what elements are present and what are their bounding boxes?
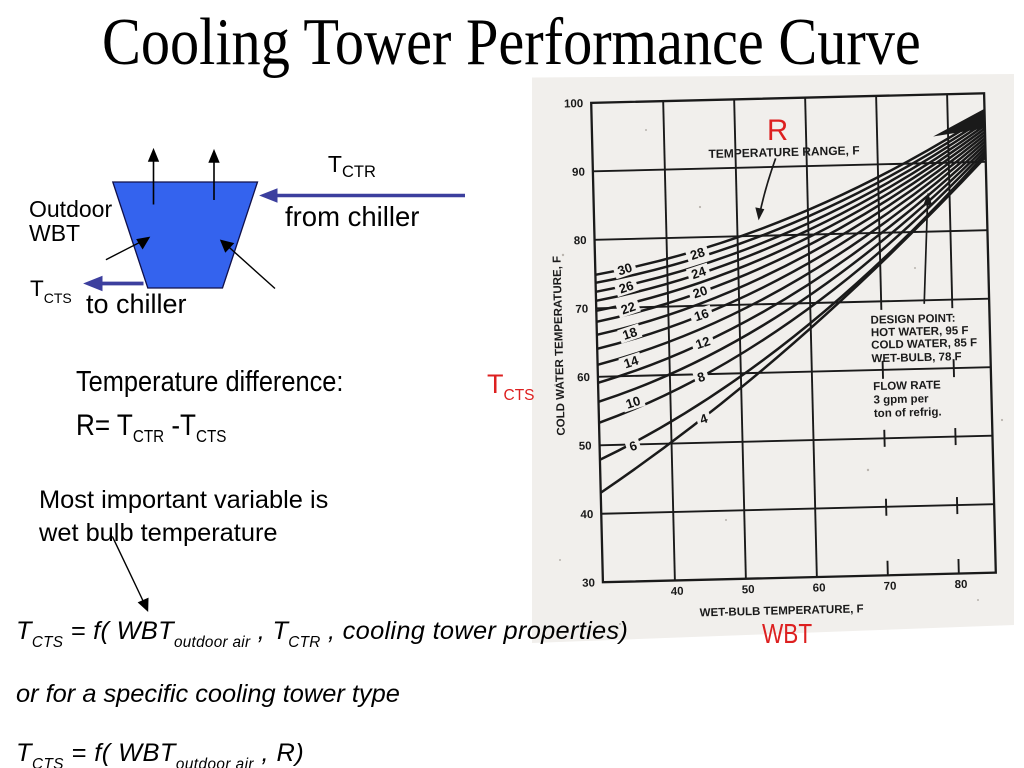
svg-text:60: 60 <box>813 582 826 594</box>
svg-text:28: 28 <box>688 244 706 263</box>
svg-text:6: 6 <box>627 438 639 455</box>
svg-text:90: 90 <box>572 167 585 179</box>
svg-text:WET-BULB, 78 F: WET-BULB, 78 F <box>871 351 961 365</box>
svg-text:16: 16 <box>692 305 710 324</box>
svg-text:70: 70 <box>575 304 588 316</box>
svg-text:COLD WATER TEMPERATURE, F: COLD WATER TEMPERATURE, F <box>551 256 567 436</box>
svg-text:HOT WATER, 95 F: HOT WATER, 95 F <box>871 325 969 339</box>
svg-text:22: 22 <box>619 299 637 318</box>
svg-text:FLOW RATE: FLOW RATE <box>873 379 941 393</box>
svg-text:14: 14 <box>622 352 641 371</box>
svg-text:30: 30 <box>582 577 595 589</box>
svg-text:3 gpm per: 3 gpm per <box>873 393 929 406</box>
svg-text:20: 20 <box>691 283 709 302</box>
svg-text:70: 70 <box>884 581 897 593</box>
svg-text:50: 50 <box>579 440 592 452</box>
svg-text:100: 100 <box>564 98 583 110</box>
svg-text:TEMPERATURE RANGE, F: TEMPERATURE RANGE, F <box>708 143 859 161</box>
svg-text:12: 12 <box>694 333 712 352</box>
svg-text:8: 8 <box>695 369 707 386</box>
svg-text:ton of refrig.: ton of refrig. <box>874 406 942 420</box>
svg-text:80: 80 <box>955 579 968 591</box>
svg-text:WET-BULB TEMPERATURE, F: WET-BULB TEMPERATURE, F <box>700 603 864 619</box>
svg-text:40: 40 <box>580 509 593 521</box>
svg-text:18: 18 <box>621 324 639 343</box>
svg-text:60: 60 <box>577 372 590 384</box>
svg-text:24: 24 <box>689 263 708 282</box>
svg-text:50: 50 <box>742 584 755 596</box>
svg-text:DESIGN POINT:: DESIGN POINT: <box>870 313 955 327</box>
svg-text:30: 30 <box>616 260 634 279</box>
svg-text:26: 26 <box>617 278 635 297</box>
svg-text:10: 10 <box>624 393 642 412</box>
svg-text:40: 40 <box>671 586 684 598</box>
svg-text:80: 80 <box>574 235 587 247</box>
svg-text:COLD WATER, 85 F: COLD WATER, 85 F <box>871 337 977 352</box>
